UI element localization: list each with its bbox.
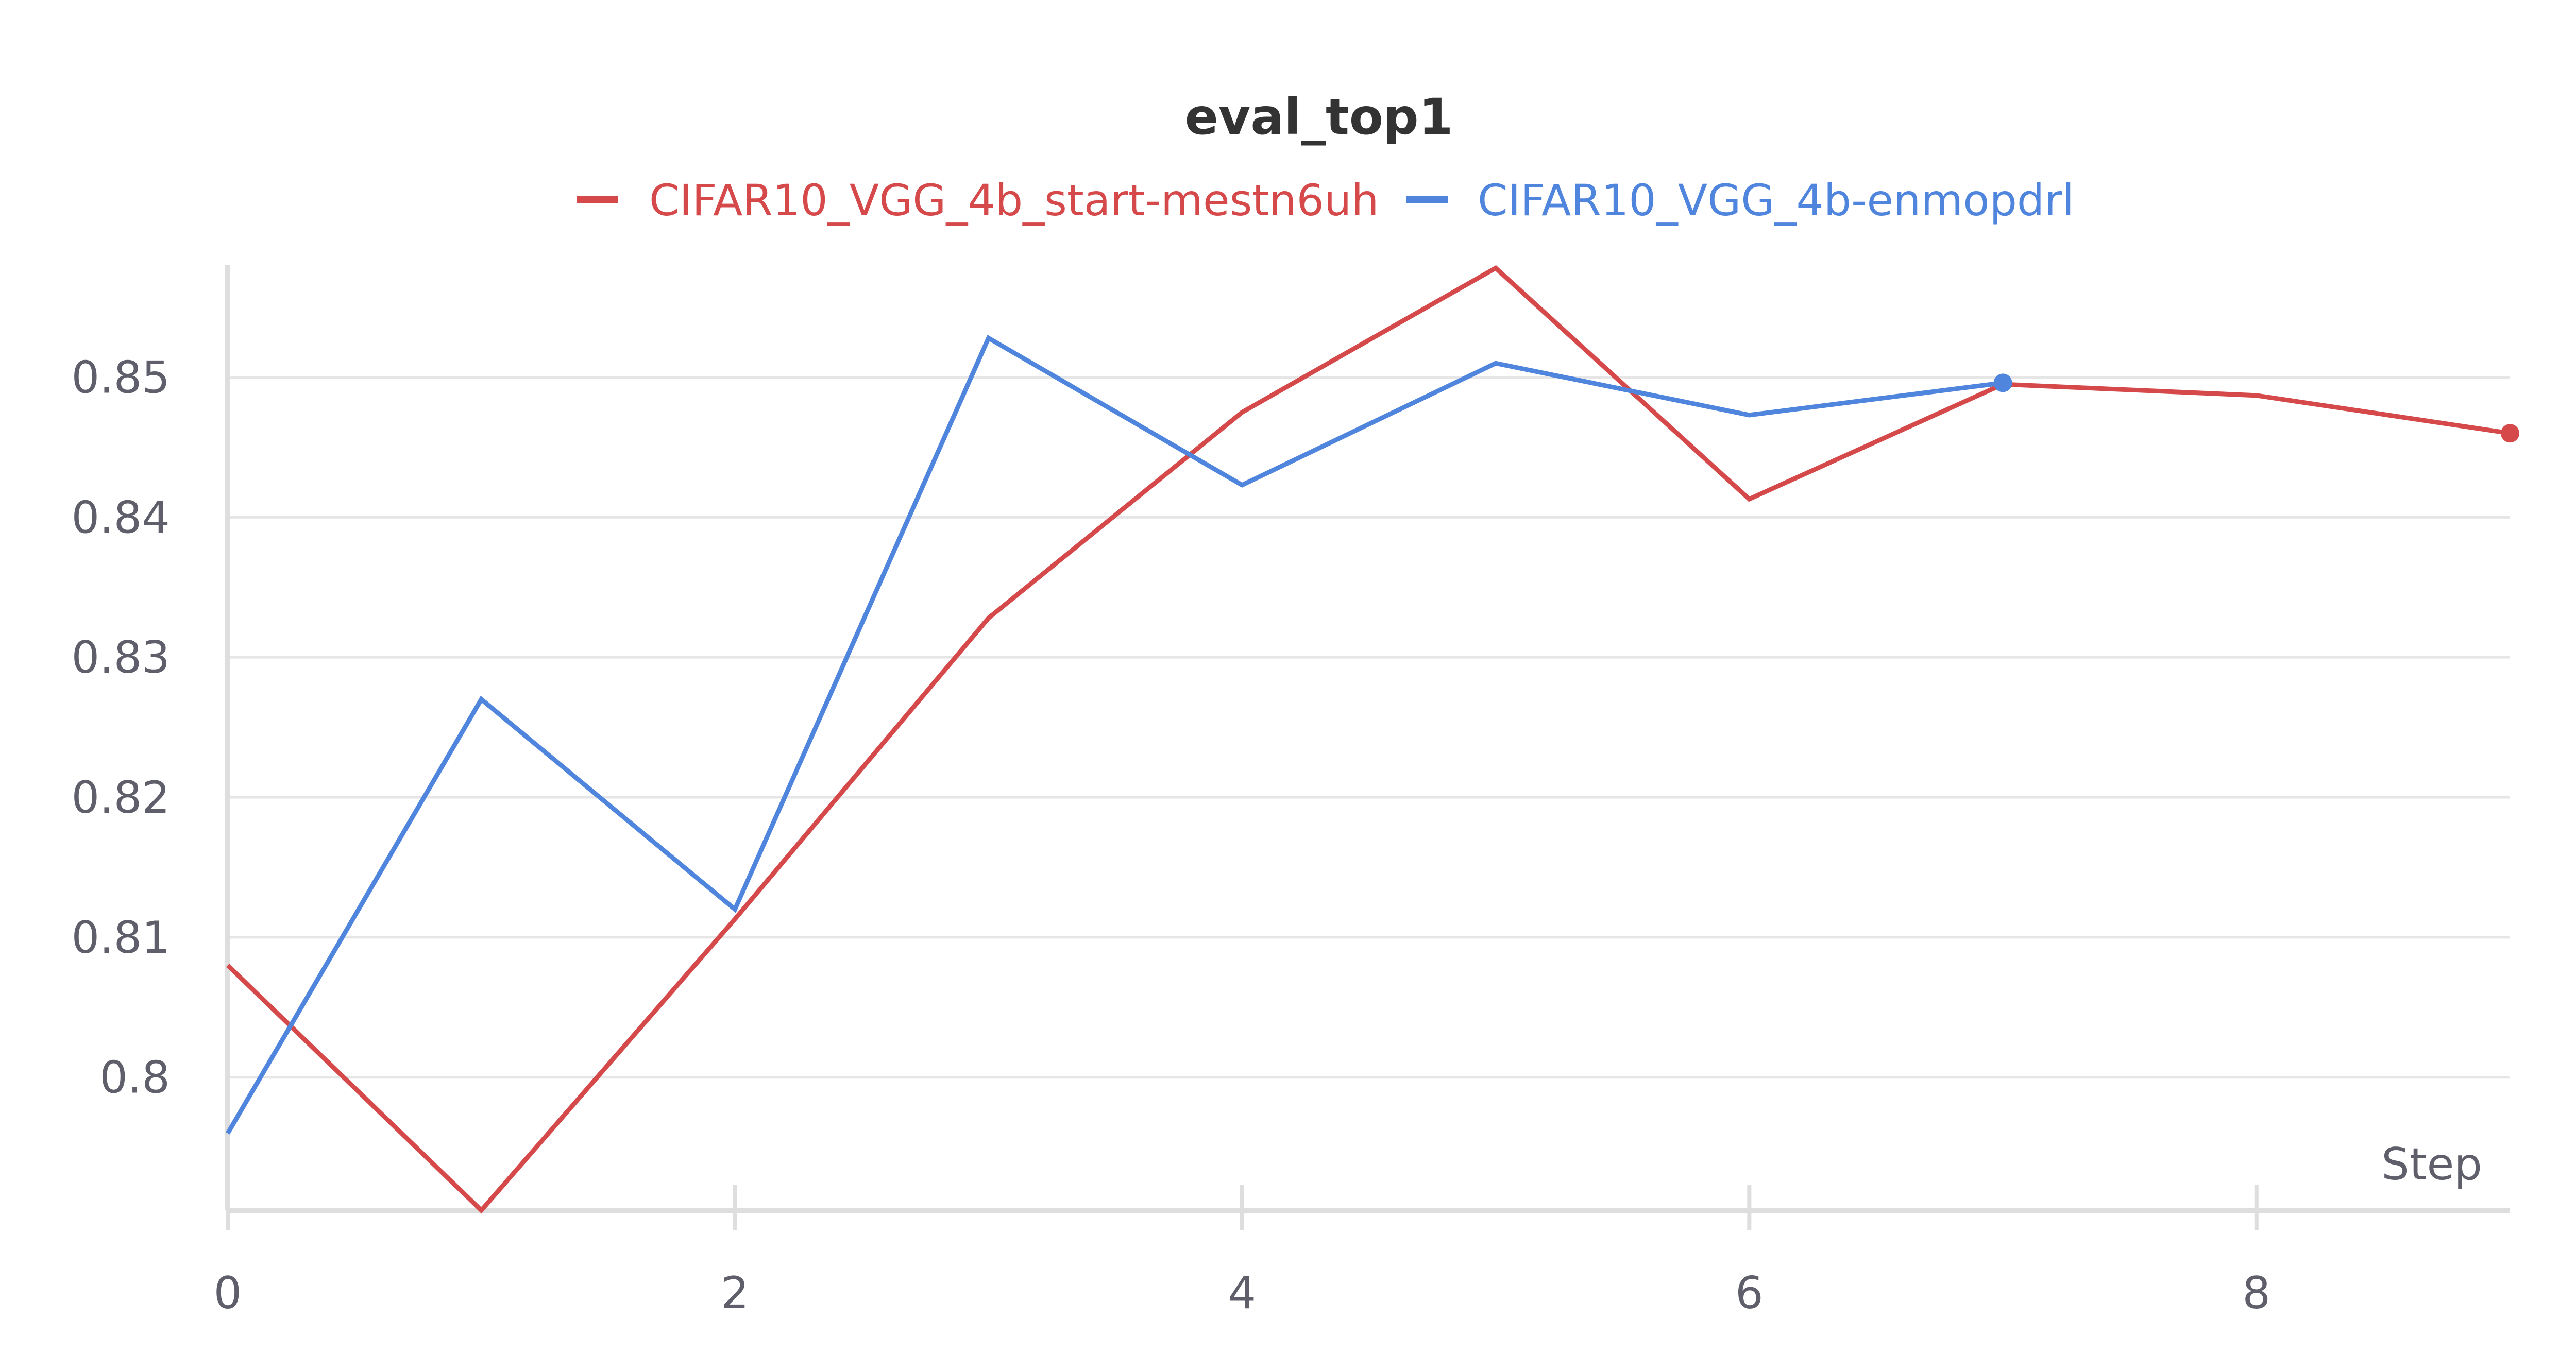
y-tick-label: 0.85: [72, 352, 170, 403]
series-end-point-2: [1993, 373, 2012, 392]
x-tick-label: 6: [1735, 1268, 1764, 1319]
y-tick-label: 0.83: [72, 632, 170, 683]
series-layer: [226, 265, 2519, 1214]
y-tick-label: 0.81: [72, 912, 170, 964]
y-tick-label: 0.84: [72, 492, 170, 543]
legend-label-2: CIFAR10_VGG_4b-enmopdrl: [1478, 175, 2074, 226]
x-axis-ticks: 0 2 4 6 8: [214, 1185, 2270, 1319]
chart-title: eval_top1: [1185, 88, 1453, 146]
legend: CIFAR10_VGG_4b_start-mestn6uh CIFAR10_VGG…: [577, 175, 2074, 226]
legend-label-1: CIFAR10_VGG_4b_start-mestn6uh: [649, 175, 1379, 226]
axes: [225, 265, 2510, 1213]
x-tick-label: 0: [214, 1268, 242, 1319]
series-line-2: [226, 334, 2004, 1135]
y-axis-ticks: 0.8 0.81 0.82 0.83 0.84 0.85: [72, 352, 170, 1103]
series-end-point-1: [2501, 424, 2519, 443]
x-tick-label: 4: [1228, 1268, 1257, 1319]
x-axis-label: Step: [2381, 1139, 2482, 1190]
grid: [228, 375, 2510, 1079]
x-tick-label: 2: [721, 1268, 749, 1319]
y-tick-label: 0.8: [99, 1052, 170, 1104]
x-tick-label: 8: [2242, 1268, 2270, 1319]
series-line-1: [226, 265, 2511, 1214]
y-tick-label: 0.82: [72, 772, 170, 824]
